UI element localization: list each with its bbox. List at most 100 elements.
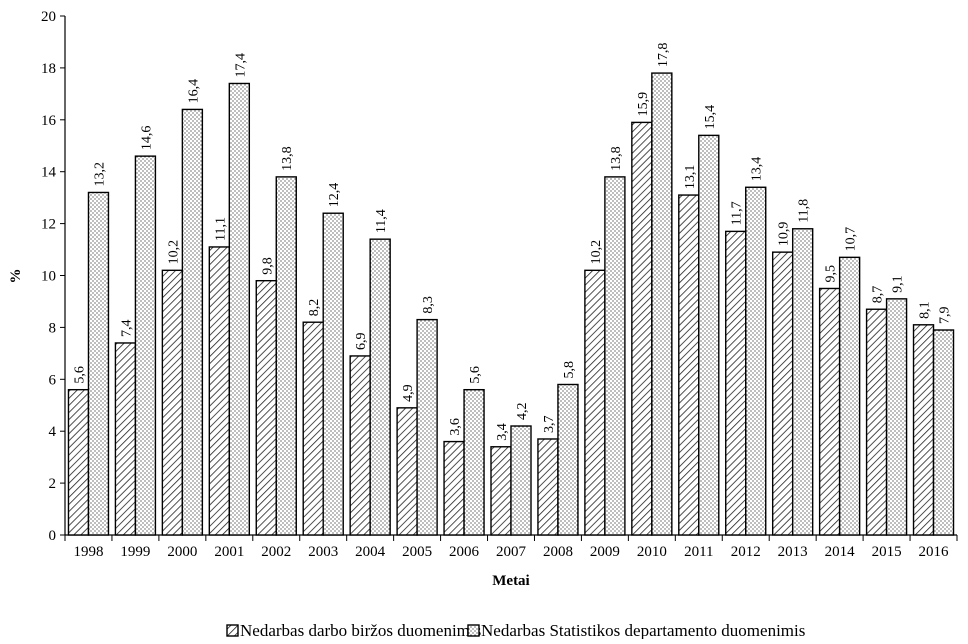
bar-series-2-2009 xyxy=(604,176,626,536)
x-tick-label: 2009 xyxy=(590,544,620,560)
y-tick-label: 18 xyxy=(41,61,56,77)
x-tick-label: 2004 xyxy=(355,544,386,560)
bar-series-1-2004 xyxy=(349,355,371,536)
data-label-series-1-2003: 8,2 xyxy=(307,299,322,317)
bar-series-2-2016 xyxy=(932,329,955,536)
data-label-series-1-2008: 3,7 xyxy=(542,415,557,433)
data-label-series-2-2015: 9,1 xyxy=(891,275,906,293)
legend-label-series-1: Nedarbas darbo biržos duomenimis xyxy=(240,621,481,639)
data-label-series-1-1999: 7,4 xyxy=(119,319,134,337)
y-tick-label: 4 xyxy=(49,424,57,440)
legend: Nedarbas darbo biržos duomenimis Nedarba… xyxy=(226,621,805,640)
data-label-series-1-2015: 8,7 xyxy=(871,286,886,304)
x-tick-label: 2005 xyxy=(402,544,432,560)
bar-series-1-2003 xyxy=(302,321,324,536)
data-label-series-2-2002: 13,8 xyxy=(280,146,295,171)
legend-label-series-2: Nedarbas Statistikos departamento duomen… xyxy=(481,621,805,639)
y-axis: 0 2 4 6 8 10 12 14 16 18 20 xyxy=(41,9,66,544)
bar-series-2-2011 xyxy=(698,134,720,536)
bar-series-2-2008 xyxy=(557,383,579,536)
bar-series-1-2008 xyxy=(537,438,559,536)
data-label-series-1-2001: 11,1 xyxy=(213,217,228,241)
y-axis-title: % xyxy=(8,269,24,284)
data-label-series-1-2004: 6,9 xyxy=(354,332,369,350)
bar-series-1-1999 xyxy=(114,342,137,536)
bar-series-2-1999 xyxy=(134,155,157,536)
data-label-series-1-2007: 3,4 xyxy=(495,423,510,441)
bar-series-1-2007 xyxy=(490,446,512,536)
x-tick-label: 2015 xyxy=(872,544,902,560)
x-tick-label: 2007 xyxy=(496,544,527,560)
data-label-series-1-2016: 8,1 xyxy=(918,301,933,319)
x-axis: 1998 1999 2000 2001 2002 2003 2004 2005 2006 2007… xyxy=(64,534,958,560)
data-label-series-1-2002: 9,8 xyxy=(260,257,275,275)
y-tick-label: 6 xyxy=(49,372,57,388)
data-label-series-2-2001: 17,4 xyxy=(233,53,248,78)
bar-series-1-2011 xyxy=(678,194,700,536)
data-label-series-2-2000: 16,4 xyxy=(186,79,201,104)
bar-series-2-2015 xyxy=(885,298,908,536)
bar-series-1-2012 xyxy=(725,230,747,536)
legend-swatch-series-2 xyxy=(467,624,480,637)
y-tick-label: 2 xyxy=(49,476,57,492)
bar-series-1-2014 xyxy=(818,287,841,536)
legend-swatch-series-1 xyxy=(226,624,239,637)
bar-series-2-2013 xyxy=(791,228,814,536)
x-tick-label: 2013 xyxy=(778,544,808,560)
bar-series-2-2003 xyxy=(322,212,344,536)
bar-series-2-1998 xyxy=(87,191,110,536)
y-tick-label: 20 xyxy=(41,9,56,25)
data-label-series-2-1999: 14,6 xyxy=(139,126,154,151)
bar-series-1-2006 xyxy=(443,440,465,536)
y-tick-label: 10 xyxy=(41,269,56,285)
bar-series-2-2005 xyxy=(416,318,438,536)
x-tick-label: 2003 xyxy=(308,544,338,560)
x-tick-label: 1999 xyxy=(120,544,150,560)
y-tick-label: 8 xyxy=(49,320,57,336)
data-label-series-2-2004: 11,4 xyxy=(374,209,389,233)
data-label-series-2-2010: 17,8 xyxy=(656,43,671,68)
y-tick-label: 12 xyxy=(41,217,56,233)
data-label-series-2-2005: 8,3 xyxy=(421,296,436,314)
data-label-series-1-1998: 5,6 xyxy=(72,366,87,384)
x-tick-label: 2008 xyxy=(543,544,573,560)
x-tick-label: 2002 xyxy=(261,544,291,560)
bar-series-1-2013 xyxy=(771,251,794,536)
bars xyxy=(67,72,955,536)
bar-series-1-2000 xyxy=(161,269,184,536)
x-tick-label: 2010 xyxy=(637,544,667,560)
bar-series-2-2012 xyxy=(745,186,767,536)
bar-series-2-2006 xyxy=(463,388,485,536)
bar-series-1-2010 xyxy=(631,121,653,536)
bar-series-2-2010 xyxy=(651,72,673,536)
bar-series-1-2016 xyxy=(912,324,935,536)
bar-series-1-2005 xyxy=(396,407,418,536)
y-tick-label: 0 xyxy=(49,528,57,544)
data-label-series-2-2016: 7,9 xyxy=(938,306,953,324)
data-label-series-2-2013: 11,8 xyxy=(797,199,812,223)
bar-series-2-2001 xyxy=(228,82,251,536)
data-label-series-2-2006: 5,6 xyxy=(468,366,483,384)
x-tick-label: 2001 xyxy=(214,544,244,560)
data-label-series-2-2014: 10,7 xyxy=(844,227,859,252)
data-label-series-1-2012: 11,7 xyxy=(730,201,745,225)
data-label-series-1-2011: 13,1 xyxy=(683,165,698,190)
data-label-series-2-2009: 13,8 xyxy=(609,146,624,171)
data-label-series-2-2008: 5,8 xyxy=(562,361,577,379)
bar-series-2-2007 xyxy=(510,425,532,536)
x-tick-label: 1998 xyxy=(73,544,103,560)
bar-series-1-2009 xyxy=(584,269,606,536)
x-axis-title: Metai xyxy=(492,573,529,589)
data-label-series-1-2000: 10,2 xyxy=(166,240,181,265)
bar-series-1-2001 xyxy=(208,246,231,536)
bar-series-1-2015 xyxy=(865,308,888,536)
bar-series-2-2000 xyxy=(181,108,204,536)
x-tick-label: 2000 xyxy=(167,544,197,560)
bar-series-2-2002 xyxy=(275,176,297,536)
bar-series-2-2004 xyxy=(369,238,391,536)
data-label-series-2-2007: 4,2 xyxy=(515,403,530,421)
bar-series-2-2014 xyxy=(838,256,861,536)
data-label-series-2-2011: 15,4 xyxy=(703,105,718,130)
